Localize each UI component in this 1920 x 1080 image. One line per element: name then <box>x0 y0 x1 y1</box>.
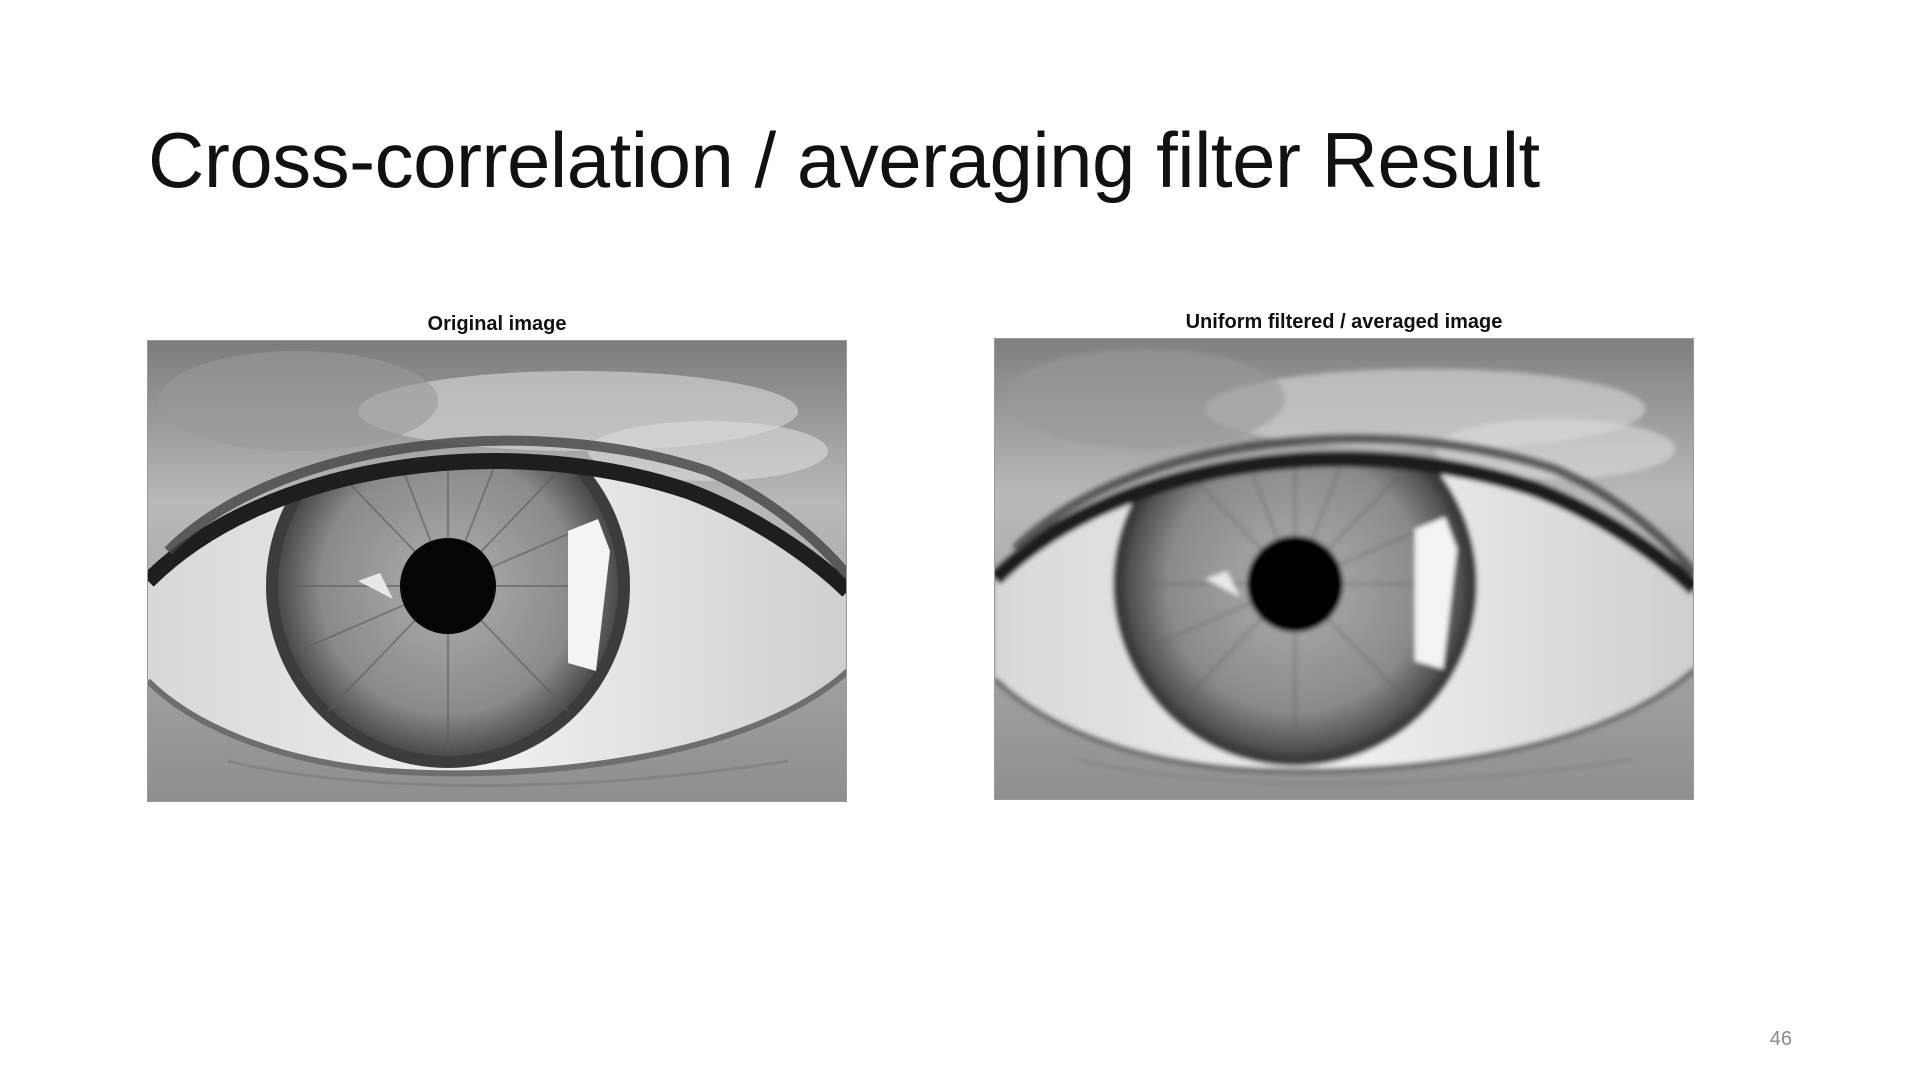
filtered-image-figure: Uniform filtered / averaged image <box>994 310 1694 800</box>
filtered-image-caption: Uniform filtered / averaged image <box>1185 311 1503 333</box>
page-number: 46 <box>1769 1028 1792 1050</box>
original-image-figure: Original image <box>147 312 847 802</box>
original-image <box>147 340 847 802</box>
original-image-caption: Original image <box>427 313 567 335</box>
slide-title: Cross-correlation / averaging filter Res… <box>148 116 1540 204</box>
filtered-image <box>994 338 1694 800</box>
